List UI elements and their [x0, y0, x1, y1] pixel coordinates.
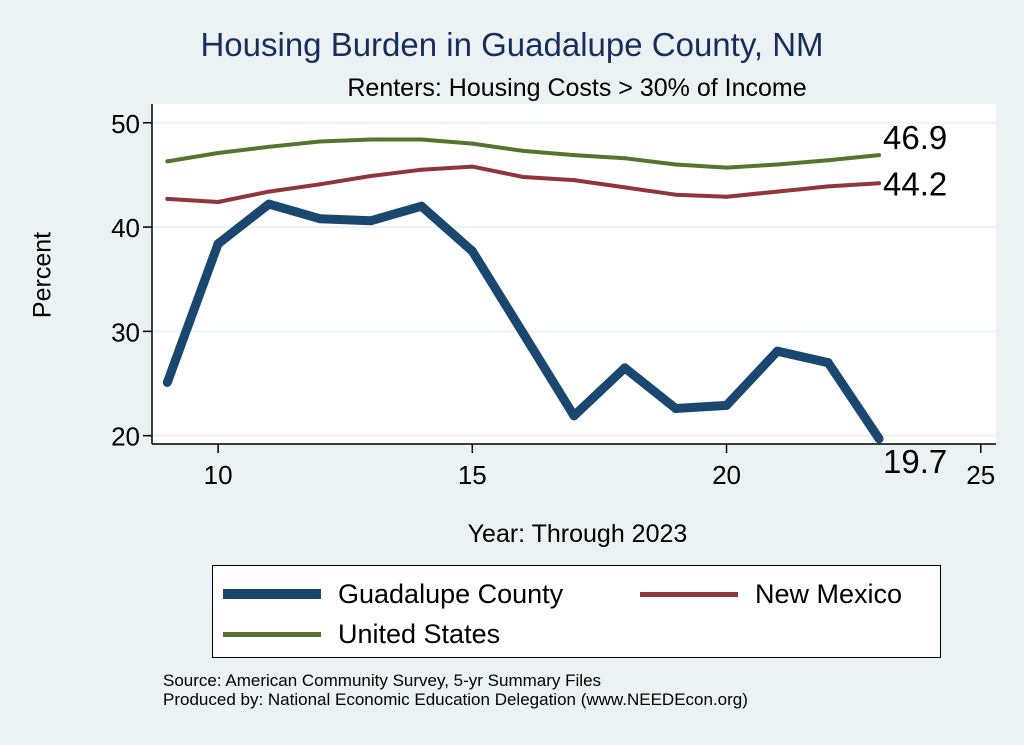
data-point-united-states-21 [775, 162, 780, 167]
legend-label-united-states: United States [338, 618, 501, 649]
data-point-new-mexico-16 [521, 175, 526, 180]
source-note: Source: American Community Survey, 5-yr … [163, 671, 748, 709]
legend-label-new-mexico: New Mexico [755, 578, 903, 609]
data-point-new-mexico-23 [877, 181, 882, 186]
legend-swatch-new-mexico [640, 591, 738, 597]
legend: Guadalupe County New Mexico United State… [212, 565, 941, 658]
data-point-guadalupe-county-23 [874, 434, 884, 444]
y-tick-label-30: 30 [111, 317, 140, 347]
data-point-new-mexico-12 [317, 182, 322, 187]
data-point-united-states-13 [368, 137, 373, 142]
data-point-united-states-12 [317, 139, 322, 144]
end-label-guadalupe-county: 19.7 [883, 443, 947, 480]
data-point-guadalupe-county-17 [569, 411, 579, 421]
data-point-united-states-22 [826, 158, 831, 163]
x-tick-label-15: 15 [458, 460, 487, 490]
legend-label-guadalupe-county: Guadalupe County [338, 578, 564, 609]
producer-line: Produced by: National Economic Education… [163, 690, 748, 709]
legend-item-new-mexico: New Mexico [640, 579, 902, 609]
data-point-united-states-10 [216, 151, 221, 156]
series-group [162, 137, 884, 444]
data-point-united-states-15 [470, 141, 475, 146]
data-point-guadalupe-county-21 [772, 346, 782, 356]
data-point-guadalupe-county-14 [416, 201, 426, 211]
data-point-united-states-16 [521, 148, 526, 153]
y-axis-label: Percent [28, 231, 57, 319]
data-point-guadalupe-county-18 [620, 363, 630, 373]
data-point-new-mexico-19 [673, 192, 678, 197]
data-point-new-mexico-18 [622, 185, 627, 190]
y-tick-label-50: 50 [111, 109, 140, 139]
legend-item-united-states: United States [223, 619, 500, 649]
data-point-new-mexico-10 [216, 200, 221, 205]
data-point-guadalupe-county-16 [518, 328, 528, 338]
axes: 20 30 40 50 10 15 20 25 [111, 104, 996, 490]
data-point-new-mexico-15 [470, 164, 475, 169]
end-labels: 19.7 44.2 46.9 [883, 119, 947, 480]
end-label-new-mexico: 44.2 [883, 165, 947, 202]
data-point-united-states-9 [165, 159, 170, 164]
legend-item-guadalupe-county: Guadalupe County [223, 579, 563, 609]
data-point-new-mexico-21 [775, 189, 780, 194]
y-tick-label-20: 20 [111, 422, 140, 452]
data-point-guadalupe-county-19 [671, 404, 681, 414]
x-tick-label-10: 10 [204, 460, 233, 490]
data-point-new-mexico-13 [368, 173, 373, 178]
data-point-united-states-18 [622, 156, 627, 161]
data-point-guadalupe-county-15 [467, 246, 477, 256]
data-point-guadalupe-county-22 [823, 358, 833, 368]
legend-swatch-guadalupe-county [223, 589, 321, 599]
x-tick-label-20: 20 [712, 460, 741, 490]
plot-area [152, 104, 996, 444]
data-point-united-states-17 [572, 153, 576, 158]
data-point-united-states-14 [419, 137, 424, 142]
source-line: Source: American Community Survey, 5-yr … [163, 671, 602, 690]
data-point-guadalupe-county-13 [366, 216, 376, 226]
y-tick-label-40: 40 [111, 213, 140, 243]
data-point-united-states-11 [266, 144, 271, 149]
grid-lines [152, 121, 996, 437]
data-point-new-mexico-14 [419, 167, 424, 172]
data-point-new-mexico-9 [165, 196, 170, 201]
data-point-new-mexico-17 [572, 178, 576, 183]
end-label-united-states: 46.9 [883, 119, 947, 156]
data-point-guadalupe-county-10 [213, 239, 223, 249]
x-axis-label: Year: Through 2023 [467, 520, 688, 548]
chart-subtitle: Renters: Housing Costs > 30% of Income [347, 74, 807, 102]
data-point-guadalupe-county-20 [722, 400, 732, 410]
data-point-new-mexico-20 [724, 194, 729, 199]
data-point-guadalupe-county-12 [315, 214, 325, 224]
chart-title: Housing Burden in Guadalupe County, NM [200, 26, 824, 63]
data-point-guadalupe-county-11 [264, 199, 274, 209]
x-tick-label-25: 25 [966, 460, 995, 490]
data-point-united-states-19 [673, 162, 678, 167]
data-point-guadalupe-county-9 [162, 377, 172, 387]
data-point-new-mexico-11 [266, 189, 271, 194]
data-point-united-states-20 [724, 165, 729, 170]
legend-swatch-united-states [223, 631, 321, 637]
data-point-new-mexico-22 [826, 184, 831, 189]
data-point-united-states-23 [877, 153, 882, 158]
